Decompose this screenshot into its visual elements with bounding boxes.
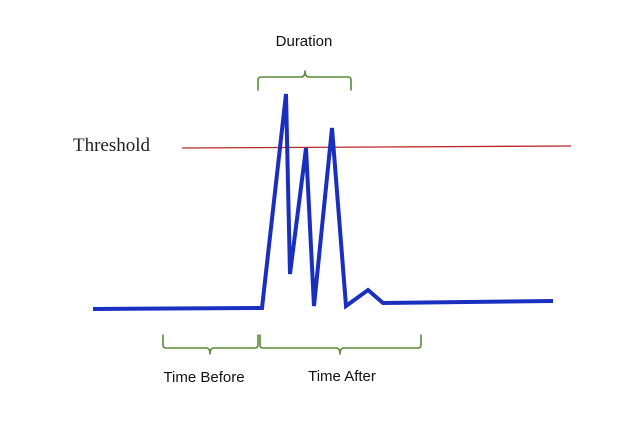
time-before-label: Time Before — [163, 369, 244, 386]
threshold-line — [181, 145, 572, 149]
signal-trace — [92, 93, 554, 311]
duration-brace — [257, 70, 352, 91]
time-after-label: Time After — [308, 368, 376, 385]
time-before-brace — [162, 334, 259, 355]
duration-label: Duration — [276, 33, 333, 50]
time-after-brace — [259, 334, 422, 355]
threshold-label: Threshold — [73, 135, 151, 156]
